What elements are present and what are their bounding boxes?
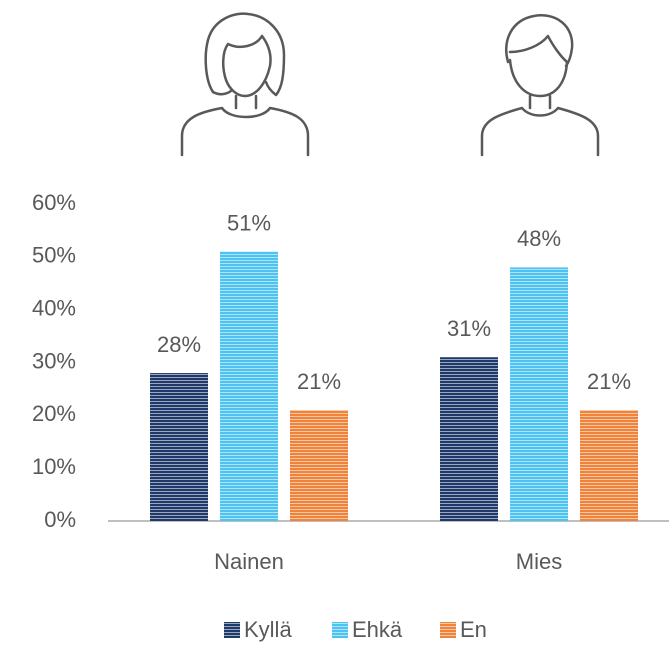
data-label: 31% (447, 316, 491, 341)
man-icon (480, 14, 600, 157)
y-tick-label: 40% (32, 295, 76, 320)
legend-swatch (224, 622, 240, 638)
legend-label: Kyllä (244, 617, 292, 642)
legend-swatch (332, 622, 348, 638)
legend-label: En (460, 617, 487, 642)
data-label: 21% (587, 369, 631, 394)
y-tick-label: 20% (32, 401, 76, 426)
woman-icon (180, 12, 310, 157)
bar (220, 251, 278, 522)
bar (150, 373, 208, 521)
x-tick-label: Nainen (214, 549, 284, 574)
bar (440, 357, 498, 521)
y-tick-label: 0% (44, 507, 76, 532)
y-tick-label: 60% (32, 190, 76, 215)
data-label: 21% (297, 369, 341, 394)
data-label: 28% (157, 332, 201, 357)
y-tick-label: 50% (32, 243, 76, 268)
bar (510, 267, 568, 521)
legend-swatch (440, 622, 456, 638)
x-tick-label: Mies (516, 549, 562, 574)
bar (290, 410, 348, 521)
legend-label: Ehkä (352, 617, 403, 642)
data-label: 51% (227, 210, 271, 235)
bar (580, 410, 638, 521)
data-label: 48% (517, 226, 561, 251)
y-tick-label: 30% (32, 348, 76, 373)
y-tick-label: 10% (32, 454, 76, 479)
